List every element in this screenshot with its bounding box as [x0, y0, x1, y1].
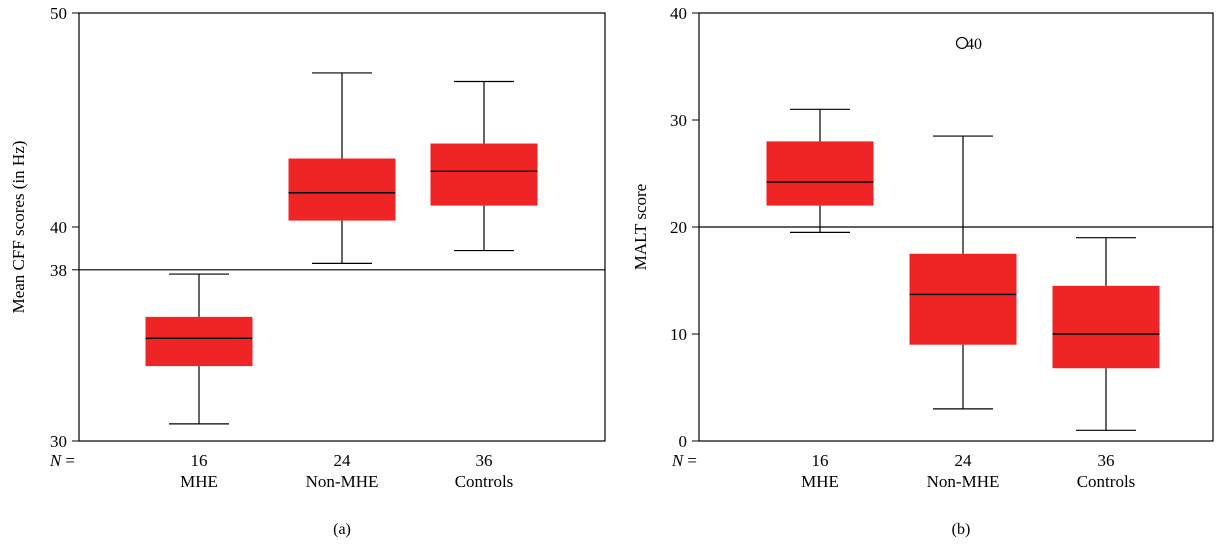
n-value-label: 36 — [476, 451, 493, 470]
n-value-label: 24 — [955, 451, 973, 470]
box-non-mhe — [288, 72, 396, 264]
panel-label: (a) — [333, 521, 351, 538]
category-label: MHE — [180, 472, 218, 491]
n-value-label: 36 — [1098, 451, 1115, 470]
chart-panel-a: 30 38 40 50 Mean CFF scores (in Hz) 16 MHE 24 No… — [9, 4, 606, 538]
iqr-box — [430, 143, 538, 206]
category-label: Non-MHE — [927, 472, 1000, 491]
chart-panel-b: 0 10 20 30 40 MALT score 16 MHE 24 Non-MHE 36 Contr… — [631, 4, 1214, 538]
y-tick-label: 40 — [50, 218, 67, 237]
outlier-point — [955, 36, 969, 50]
category-label: Controls — [455, 472, 514, 491]
box-controls — [430, 80, 538, 252]
outlier-label: 40 — [966, 36, 982, 53]
box-controls — [1052, 237, 1160, 431]
y-tick-label: 10 — [670, 325, 687, 344]
y-tick-label: 30 — [50, 432, 67, 451]
n-prefix-label: N = — [671, 451, 697, 470]
y-tick-label: 38 — [50, 261, 67, 280]
y-axis-title: Mean CFF scores (in Hz) — [9, 141, 28, 314]
y-tick-label: 50 — [50, 4, 67, 23]
iqr-box — [766, 141, 874, 206]
category-label: MHE — [801, 472, 839, 491]
iqr-box — [1052, 285, 1160, 369]
n-value-label: 16 — [812, 451, 829, 470]
n-prefix-label: N = — [49, 451, 75, 470]
n-value-label: 16 — [191, 451, 208, 470]
iqr-box — [145, 316, 253, 367]
y-tick-label: 20 — [670, 218, 687, 237]
box-mhe — [145, 273, 253, 425]
iqr-box — [909, 253, 1017, 345]
category-label: Controls — [1077, 472, 1136, 491]
iqr-box — [288, 158, 396, 221]
box-non-mhe — [909, 135, 1017, 410]
y-tick-label: 0 — [679, 432, 688, 451]
y-axis-title: MALT score — [631, 184, 650, 270]
y-tick-label: 30 — [670, 111, 687, 130]
category-label: Non-MHE — [306, 472, 379, 491]
n-value-label: 24 — [334, 451, 352, 470]
panel-label: (b) — [952, 521, 971, 538]
y-tick-label: 40 — [670, 4, 687, 23]
box-mhe — [766, 108, 874, 233]
